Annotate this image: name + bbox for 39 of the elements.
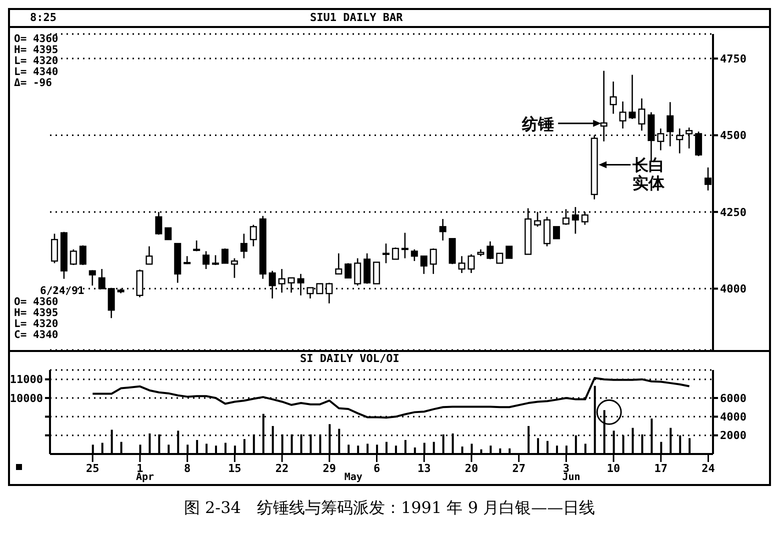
text: Apr	[136, 472, 154, 483]
x-tick-label: 20	[464, 462, 478, 475]
text: 8:25	[30, 10, 56, 26]
y-tick-label: 10000	[10, 392, 43, 405]
annotation: O= 4360	[14, 33, 58, 45]
x-tick-label: 10	[606, 462, 620, 475]
annotation: 纺锤	[521, 114, 554, 134]
text: Jun	[562, 472, 580, 483]
y-tick-label: 4000	[720, 282, 746, 296]
annotation: L= 4340	[14, 66, 58, 78]
x-tick-label: 17	[654, 462, 668, 475]
annotation: H= 4395	[14, 307, 58, 319]
caption: 图 2-34 纺锤线与筹码派发：1991 年 9 月白银——日线	[182, 498, 596, 519]
annotation: L= 4320	[14, 55, 58, 67]
annotation: Δ= -96	[14, 77, 52, 89]
x-tick-label: 27	[512, 462, 526, 475]
y-tick-label: 4250	[720, 206, 746, 219]
y-tick-label: 11000	[10, 373, 43, 386]
x-tick-label: 22	[275, 462, 289, 475]
x-tick-label: 13	[417, 462, 431, 475]
x-tick-label: 8	[184, 462, 191, 475]
x-tick-label: 6	[373, 462, 380, 475]
annotation: 长白实体	[632, 156, 666, 193]
x-tick-label: 29	[322, 462, 336, 475]
annotation: C= 4340	[14, 329, 58, 341]
chart-title: SI DAILY VOL/OI	[300, 352, 400, 366]
y2-tick-label: 2000	[720, 429, 746, 442]
annotation: H= 4395	[14, 44, 58, 56]
annotation: 6/24/91	[40, 285, 84, 297]
text: May	[344, 472, 362, 483]
chart-title: SIU1 DAILY BAR	[310, 10, 403, 26]
y2-tick-label: 6000	[720, 392, 746, 405]
x-tick-label: 25	[86, 462, 100, 475]
y-tick-label: 4750	[720, 52, 746, 66]
annotation: L= 4320	[14, 318, 58, 330]
x-tick-label: 24	[702, 462, 716, 475]
x-tick-label: 15	[228, 462, 242, 475]
y-tick-label: 4500	[720, 129, 746, 142]
annotation: O= 4360	[14, 296, 58, 308]
